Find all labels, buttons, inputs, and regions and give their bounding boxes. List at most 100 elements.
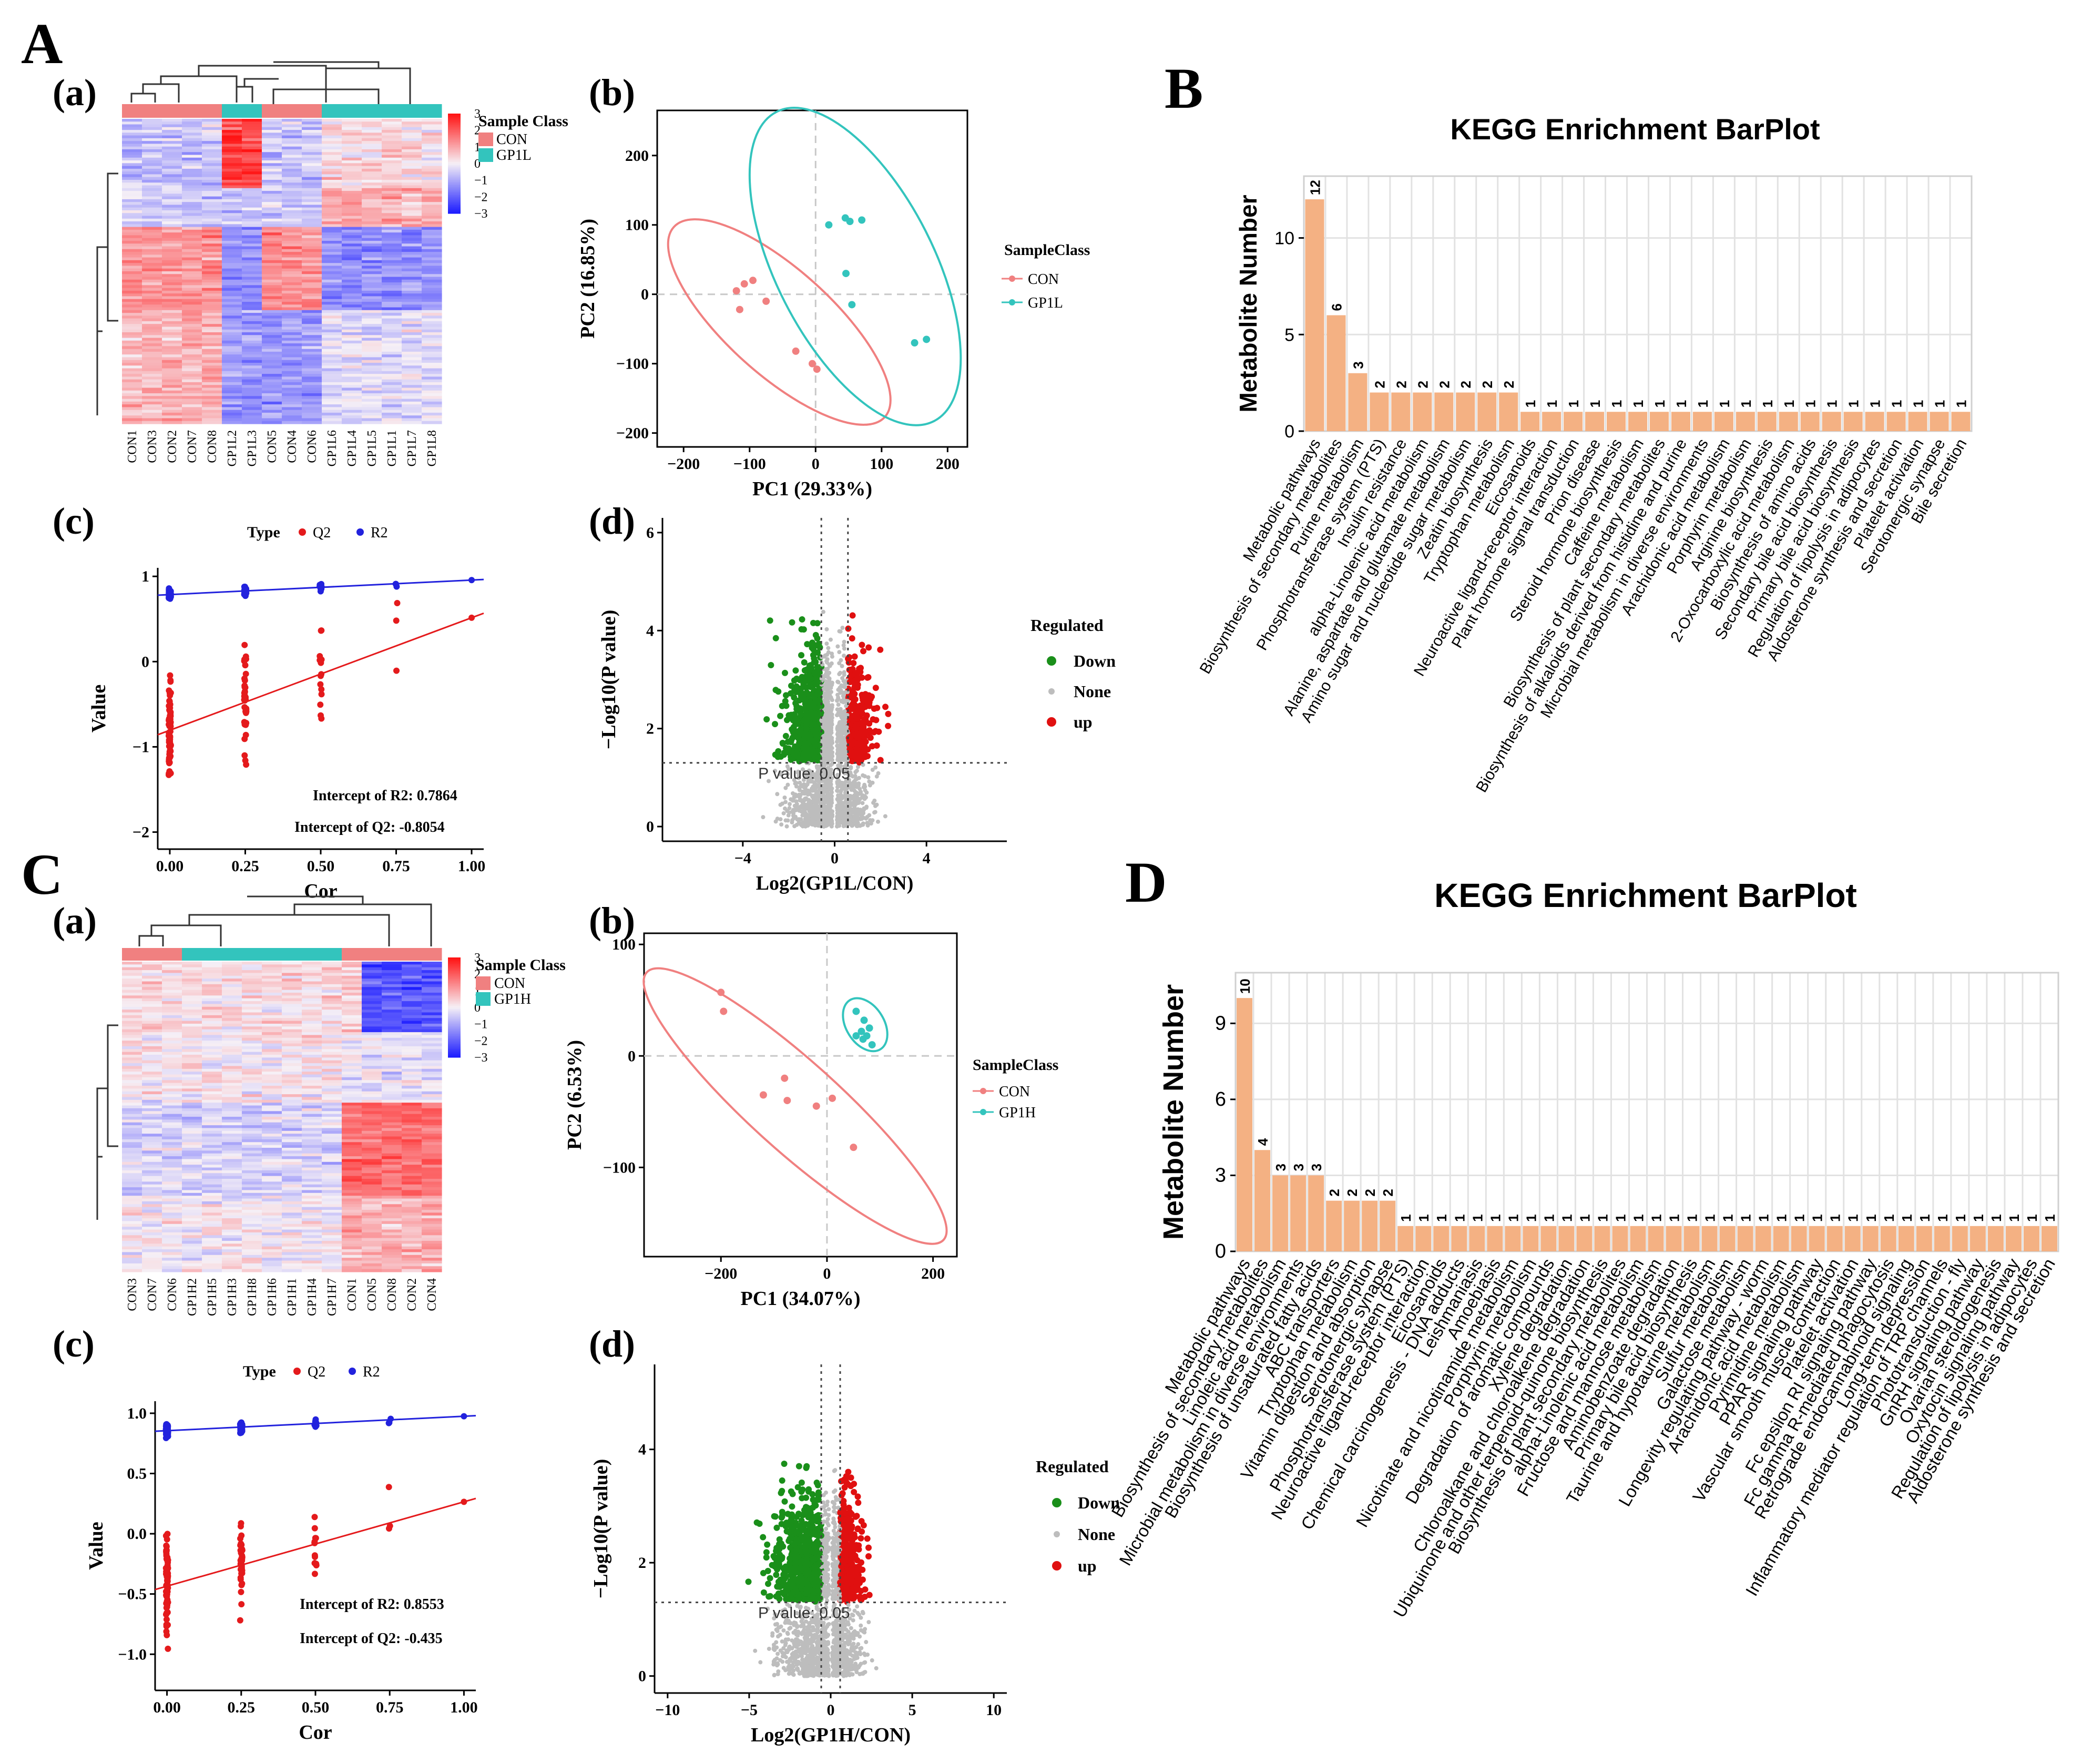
heatmap-cell (222, 327, 242, 330)
sample-class-cell (322, 104, 342, 118)
heatmap-cell (242, 257, 262, 261)
heatmap-cell (282, 418, 302, 422)
heatmap-cell (422, 288, 442, 291)
heatmap-cell (382, 141, 402, 145)
heatmap-cell (282, 227, 302, 230)
heatmap-cell (182, 293, 202, 297)
heatmap-cell (282, 293, 302, 297)
heatmap-cell (242, 973, 262, 976)
heatmap-cell (422, 973, 442, 976)
heatmap-cell (142, 268, 162, 272)
heatmap-cell (322, 376, 342, 380)
heatmap-cell (242, 987, 262, 991)
heatmap-cell (142, 218, 162, 222)
heatmap-cell (262, 146, 282, 150)
heatmap-cell (302, 388, 322, 391)
heatmap-cell (402, 149, 422, 152)
heatmap-cell (122, 166, 142, 169)
heatmap-cell (242, 279, 262, 283)
volcano-point-up (873, 717, 880, 723)
heatmap-cell (302, 993, 322, 996)
heatmap-cell (182, 349, 202, 352)
heatmap-cell (342, 332, 362, 335)
volcano-point-none (785, 782, 790, 787)
heatmap-cell (422, 340, 442, 344)
heatmap-cell (282, 310, 302, 313)
heatmap-cell (362, 365, 382, 369)
heatmap-cell (422, 124, 442, 128)
heatmap-cell (302, 124, 322, 128)
heatmap-cell (122, 964, 142, 968)
heatmap-cell (242, 415, 262, 419)
heatmap-cell (422, 188, 442, 191)
volcano-point-none (839, 746, 843, 750)
y-tick-label: 0 (641, 286, 649, 303)
heatmap-cell (182, 191, 202, 194)
heatmap-cell (222, 401, 242, 405)
heatmap-cell (382, 310, 402, 313)
q2-point (318, 686, 325, 693)
heatmap-cell (382, 399, 402, 402)
q2-point (318, 691, 325, 698)
heatmap-cell (322, 135, 342, 139)
heatmap-cell (362, 399, 382, 402)
sample-label: CON6 (305, 430, 319, 463)
heatmap-cell (322, 274, 342, 278)
heatmap-cell (202, 327, 222, 330)
volcano-point-none (801, 809, 805, 814)
heatmap-cell (342, 210, 362, 213)
heatmap-cell (202, 130, 222, 133)
r2-point (392, 580, 399, 587)
volcano-point-none (825, 783, 830, 788)
heatmap-cell (342, 252, 362, 255)
heatmap-cell (222, 990, 242, 993)
heatmap-cell (202, 227, 222, 230)
volcano-point-none (810, 799, 815, 804)
heatmap-cell (422, 313, 442, 316)
heatmap-cell (182, 299, 202, 302)
heatmap-cell (282, 238, 302, 241)
heatmap-cell (262, 962, 282, 965)
heatmap-cell (182, 180, 202, 183)
heatmap-cell (402, 216, 422, 219)
heatmap-cell (402, 152, 422, 156)
volcano-point-none (829, 686, 833, 690)
heatmap-cell (222, 407, 242, 411)
heatmap-cell (142, 346, 162, 350)
plot-frame (656, 109, 968, 448)
kegg-bar (1607, 412, 1626, 431)
heatmap-cell (402, 188, 422, 191)
heatmap-cell (222, 340, 242, 344)
heatmap-cell (382, 199, 402, 202)
heatmap-cell (202, 174, 222, 178)
heatmap-cell (262, 313, 282, 316)
heatmap-cell (142, 987, 162, 991)
heatmap-cell (342, 418, 362, 422)
heatmap-cell (282, 277, 302, 280)
heatmap-cell (122, 293, 142, 297)
volcano-point-down (789, 726, 795, 733)
heatmap-cell (282, 132, 302, 136)
heatmap-cell (382, 227, 402, 230)
heatmap-cell (342, 335, 362, 339)
volcano-point-up (855, 751, 862, 758)
heatmap-cell (222, 221, 242, 225)
heatmap-cell (162, 138, 182, 141)
heatmap-cell (142, 401, 162, 405)
heatmap-cell (262, 260, 282, 263)
heatmap-cell (322, 388, 342, 391)
heatmap-cell (362, 324, 382, 328)
heatmap-cell (422, 357, 442, 361)
heatmap-cell (262, 412, 282, 416)
volcano-point-down (763, 716, 770, 723)
heatmap-cell (162, 235, 182, 239)
heatmap-cell (182, 205, 202, 208)
heatmap-cell (222, 279, 242, 283)
x-tick-label: 0.00 (156, 858, 184, 875)
heatmap-cell (162, 246, 182, 250)
heatmap-cell (382, 238, 402, 241)
heatmap-cell (362, 360, 382, 363)
volcano-point-none (810, 815, 815, 820)
volcano-point-none (876, 771, 881, 776)
volcano-point-none (872, 810, 877, 815)
